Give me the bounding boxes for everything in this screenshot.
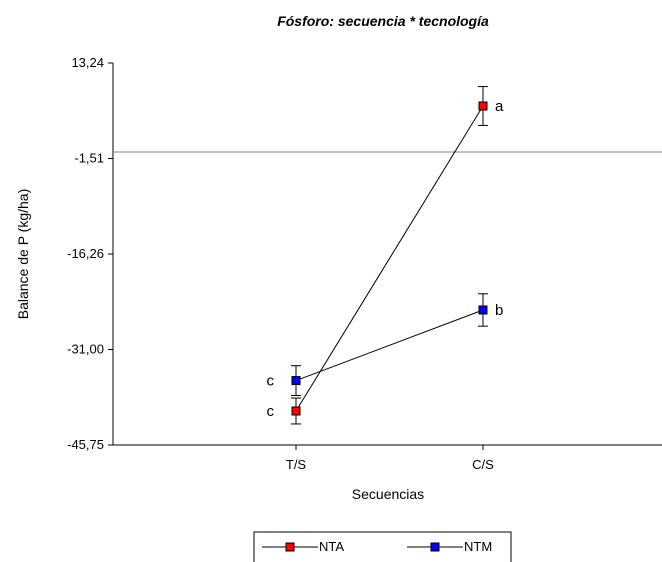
y-tick-label: -45,75 (67, 437, 104, 452)
x-tick-label: C/S (472, 457, 494, 472)
legend-label: NTM (464, 539, 492, 554)
chart-title: Fósforo: secuencia * tecnología (277, 13, 489, 29)
significance-label: c (267, 373, 275, 390)
marker-ntm (478, 305, 488, 315)
significance-label: a (495, 98, 504, 115)
legend-marker (430, 542, 440, 552)
legend-item-nta: NTA (262, 539, 344, 554)
significance-labels: c a c b (267, 98, 505, 420)
legend-marker (285, 542, 295, 552)
y-axis-ticks: 13,24 -1,51 -16,26 -31,00 -45,75 (67, 55, 113, 452)
legend-item-ntm: NTM (407, 539, 492, 554)
data-point (291, 365, 301, 396)
data-point (291, 397, 301, 425)
series-lines (295, 105, 484, 412)
marker-ntm (291, 376, 301, 386)
series-line-ntm (295, 309, 484, 382)
data-point (478, 293, 488, 327)
y-tick-label: -16,26 (67, 246, 104, 261)
legend: NTA NTM (253, 531, 512, 562)
data-point (478, 86, 488, 126)
series-markers (291, 86, 488, 425)
legend-label: NTA (319, 539, 344, 554)
marker-nta (478, 101, 488, 111)
y-axis-title: Balance de P (kg/ha) (15, 189, 31, 320)
x-tick-label: T/S (286, 457, 307, 472)
x-axis-title: Secuencias (352, 486, 424, 502)
x-axis-ticks: T/S C/S (286, 445, 494, 472)
significance-label: b (495, 302, 503, 319)
marker-nta (291, 406, 301, 416)
significance-label: c (267, 403, 275, 420)
y-tick-label: -1,51 (74, 151, 104, 166)
y-tick-label: 13,24 (71, 55, 104, 70)
y-tick-label: -31,00 (67, 341, 104, 356)
series-line-nta (295, 105, 484, 412)
